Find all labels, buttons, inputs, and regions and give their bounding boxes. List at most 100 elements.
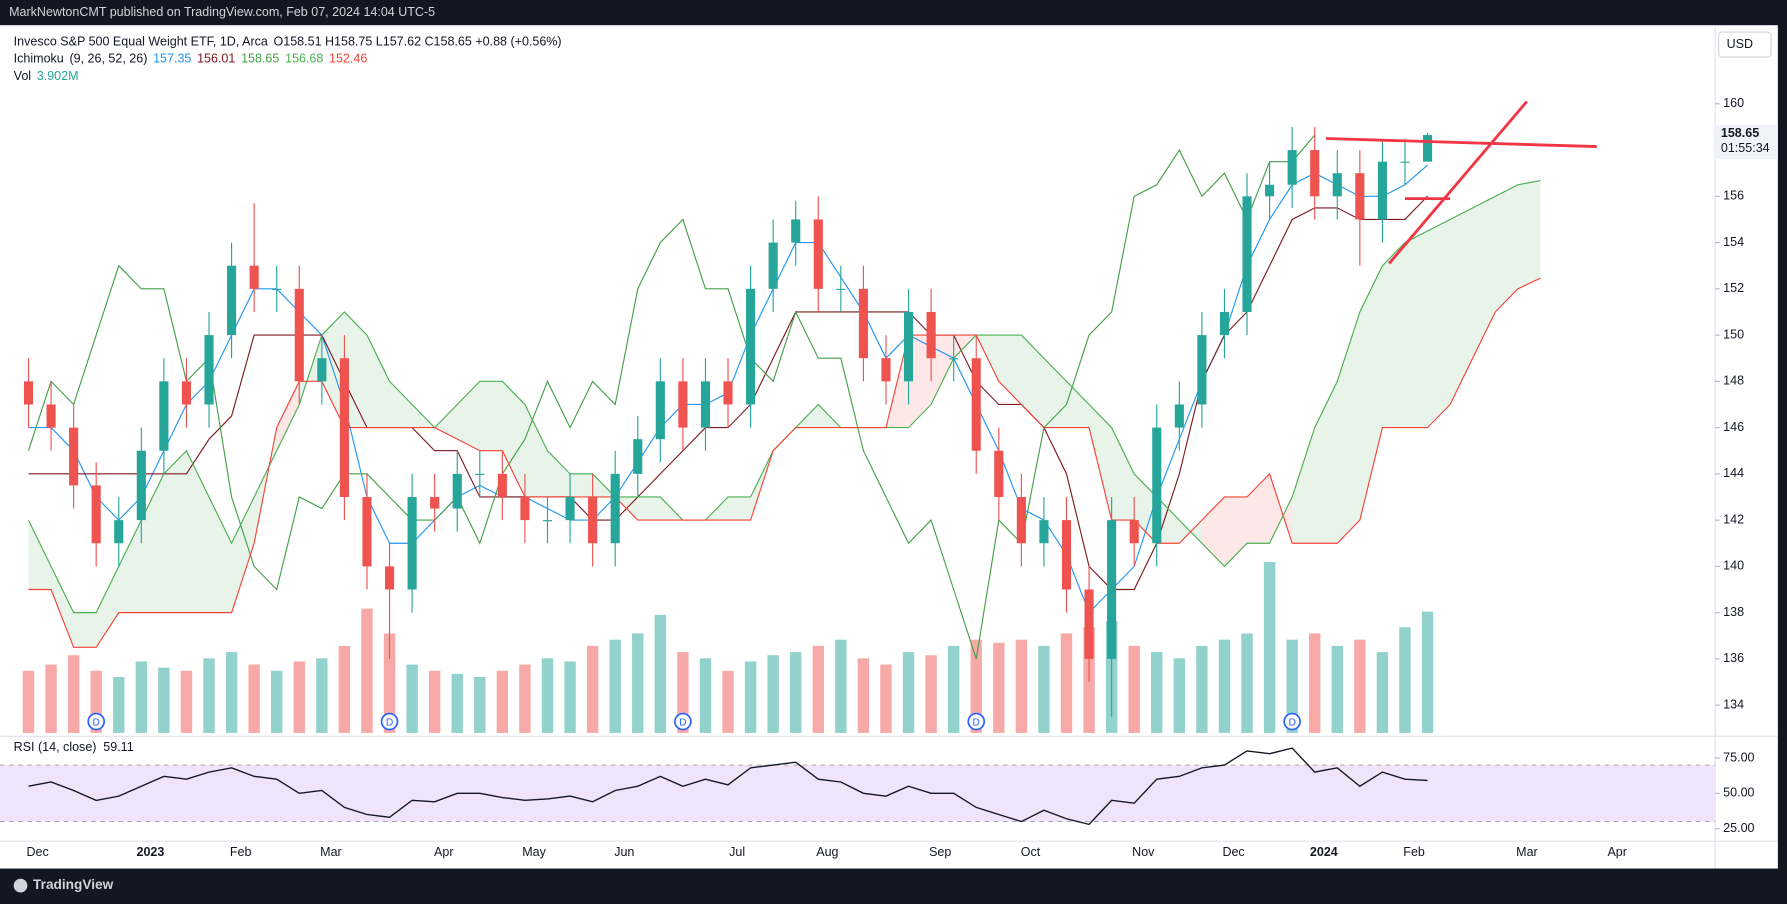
volume-bar	[767, 655, 779, 733]
legend-title: Invesco S&P 500 Equal Weight ETF, 1D, Ar…	[14, 35, 268, 49]
volume-bar	[1060, 633, 1073, 733]
candle-body	[746, 288, 756, 405]
x-tick-label: 2023	[137, 845, 165, 859]
candle-body	[1152, 427, 1162, 544]
x-tick-label: Feb	[1403, 845, 1425, 859]
candle-body	[227, 265, 237, 336]
volume-bar	[428, 670, 441, 733]
y-tick-label: 154	[1723, 235, 1744, 249]
cloud-segment	[524, 404, 548, 497]
y-tick-label: 134	[1723, 697, 1744, 711]
candle-body	[452, 473, 462, 509]
candle-body	[1377, 161, 1387, 220]
candle-body	[1287, 150, 1297, 185]
candle-body	[655, 381, 665, 440]
x-tick-label: Feb	[230, 845, 252, 859]
cloud-segment	[51, 566, 74, 648]
candle-body	[1265, 184, 1275, 197]
trendline	[1325, 137, 1597, 149]
volume-bar	[1173, 658, 1186, 733]
volume-bar	[361, 608, 373, 733]
volume-bar	[316, 658, 328, 733]
cloud-segment	[1427, 219, 1451, 428]
candle-body	[69, 427, 79, 486]
cloud-segment	[1382, 242, 1405, 428]
volume-bar	[1038, 645, 1050, 733]
volume-bar	[654, 614, 667, 733]
cloud-segment	[457, 381, 480, 451]
candle-body	[926, 311, 936, 359]
rsi-line	[28, 747, 1428, 826]
legend-params: (9, 26, 52, 26)	[69, 52, 147, 66]
candle-body	[23, 381, 34, 405]
volume-bar	[1128, 645, 1140, 733]
dividend-marker: D	[380, 712, 399, 731]
cloud-segment	[231, 496, 255, 613]
legend-value: 3.902M	[37, 69, 79, 83]
cloud-segment	[931, 335, 954, 405]
candle-body	[362, 496, 372, 567]
candle-body	[407, 496, 417, 590]
x-tick-label: May	[522, 845, 546, 859]
candle-body	[949, 358, 959, 360]
volume-bar	[1196, 645, 1208, 733]
legend-value: 152.46	[329, 52, 367, 66]
cloud-segment	[1495, 184, 1518, 312]
volume-bar	[632, 633, 644, 733]
x-tick-label: Apr	[1607, 845, 1626, 859]
volume-bar	[22, 670, 35, 733]
volume-bar	[880, 664, 892, 733]
y-tick-label: 144	[1723, 466, 1744, 480]
volume-bar	[293, 661, 305, 733]
candle-body	[836, 288, 846, 290]
cloud-segment	[637, 496, 661, 521]
price-pane	[22, 100, 1597, 733]
cloud-segment	[728, 496, 751, 521]
cloud-segment	[592, 473, 616, 497]
y-tick-label: 160	[1723, 96, 1744, 110]
candle-body	[813, 219, 823, 289]
cloud-segment	[1450, 207, 1473, 405]
dividend-circle	[1283, 712, 1301, 731]
last-price-box	[1715, 124, 1778, 159]
x-tick-label: Jun	[614, 845, 634, 859]
cloud-segment	[1066, 381, 1090, 428]
rsi-band	[0, 765, 1716, 822]
volume-bar	[541, 658, 554, 733]
volume-bar	[947, 645, 960, 733]
currency-box[interactable]	[1718, 31, 1772, 58]
rsi-value: 59.11	[103, 740, 133, 754]
dividend-marker: D	[87, 712, 106, 731]
chart-background	[0, 25, 1778, 869]
candle-body	[46, 404, 56, 428]
volume-bar	[248, 664, 260, 733]
candle-body	[249, 265, 259, 289]
cloud-segment	[163, 450, 187, 613]
volume-bar	[925, 655, 937, 733]
cloud-segment	[366, 335, 390, 428]
candle-body	[768, 242, 778, 289]
candle-body	[1310, 150, 1320, 197]
cloud-segment	[1021, 335, 1044, 428]
candle-body	[723, 381, 733, 405]
candle-body	[294, 288, 304, 382]
volume-bar	[1331, 645, 1343, 733]
volume-bar	[225, 652, 238, 733]
trendline	[1388, 100, 1528, 265]
legend-value: 157.35	[153, 52, 191, 66]
volume-bar	[993, 642, 1005, 733]
cloud-segment	[28, 520, 52, 590]
legend-ohlc: O158.51 H158.75 L157.62 C158.65 +0.88 (+…	[274, 35, 562, 49]
cloud-segment	[479, 381, 503, 451]
y-tick-label: 25.00	[1723, 821, 1754, 835]
candle-body	[317, 358, 327, 382]
x-tick-label: 2024	[1310, 845, 1338, 859]
volume-bar	[790, 652, 802, 733]
candle-body	[136, 450, 146, 521]
volume-bar	[90, 670, 102, 733]
ichimoku-line	[28, 277, 1541, 648]
y-tick-label: 50.00	[1723, 786, 1754, 800]
dividend-label: D	[679, 717, 686, 728]
